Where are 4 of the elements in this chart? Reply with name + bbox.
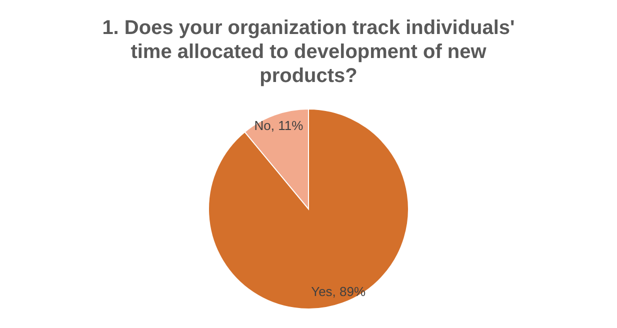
slice-label: Yes, 89% [311, 284, 366, 299]
pie-slice [208, 108, 409, 310]
slice-label: No, 11% [254, 118, 304, 134]
chart-title: 1. Does your organization track individuals' time allocated to development of new products? [102, 17, 515, 87]
